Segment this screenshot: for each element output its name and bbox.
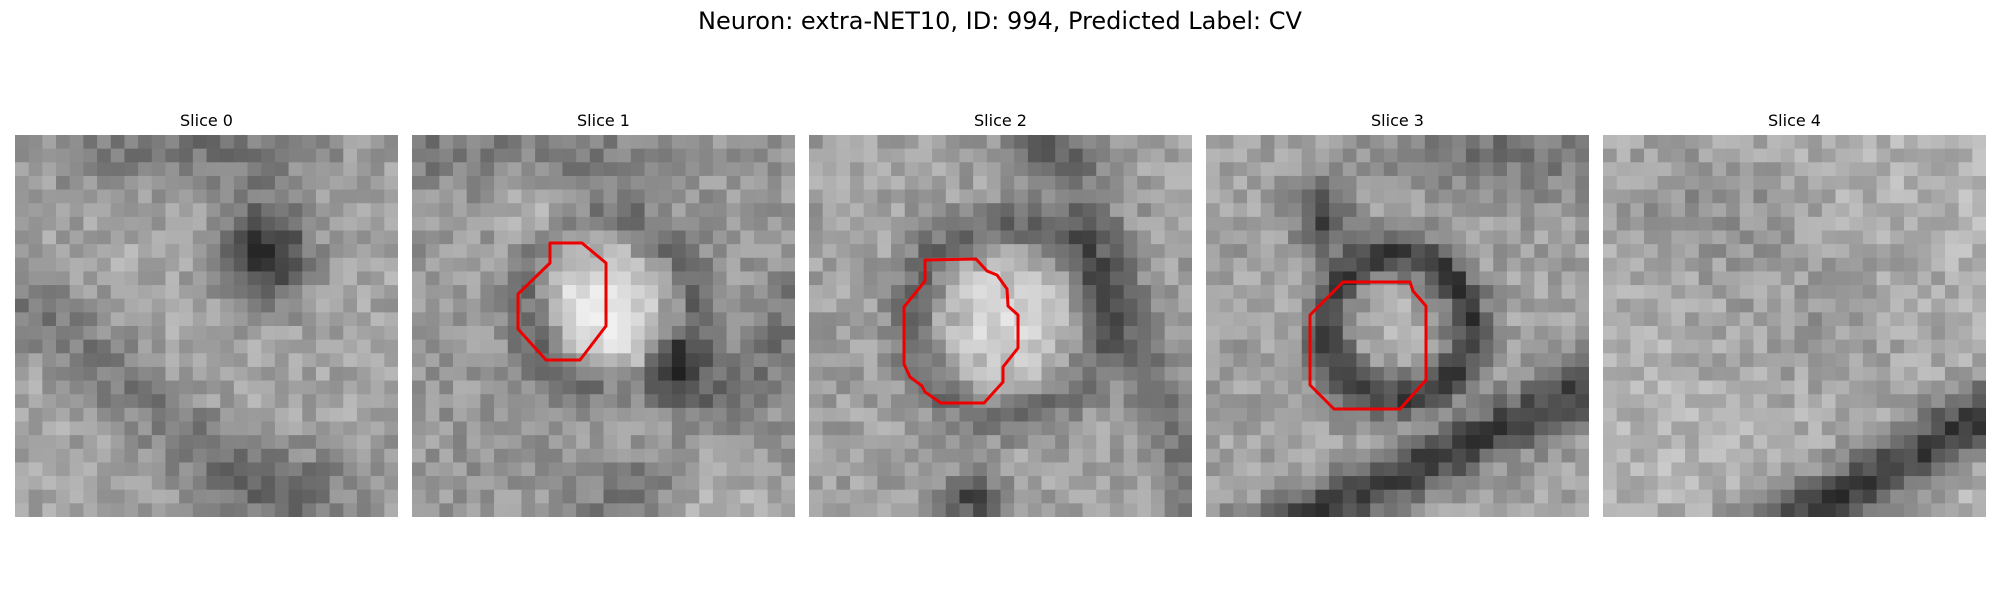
slice-image-2 — [809, 135, 1192, 517]
slice-panel-1: Slice 1 — [412, 110, 795, 517]
slice-image-4 — [1603, 135, 1986, 517]
slice-image-0 — [15, 135, 398, 517]
slice-title-4: Slice 4 — [1768, 111, 1821, 130]
roi-contour-3 — [1308, 280, 1428, 411]
slice-title-2: Slice 2 — [974, 111, 1027, 130]
figure-title: Neuron: extra-NET10, ID: 994, Predicted … — [698, 7, 1302, 35]
slice-panel-0: Slice 0 — [15, 110, 398, 517]
slice-panel-4: Slice 4 — [1603, 110, 1986, 517]
slice-image-1 — [412, 135, 795, 517]
slice-panel-3: Slice 3 — [1206, 110, 1589, 517]
slice-image-3 — [1206, 135, 1589, 517]
slice-panel-2: Slice 2 — [809, 110, 1192, 517]
slice-title-0: Slice 0 — [180, 111, 233, 130]
roi-contour-1 — [516, 241, 608, 362]
slice-title-1: Slice 1 — [577, 111, 630, 130]
slice-title-3: Slice 3 — [1371, 111, 1424, 130]
roi-contour-2 — [902, 257, 1020, 405]
